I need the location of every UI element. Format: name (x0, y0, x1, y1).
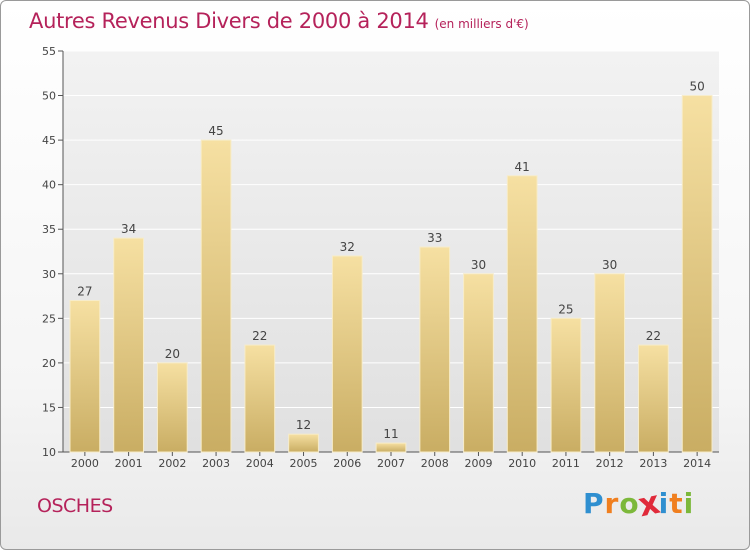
bar (244, 344, 276, 453)
bar-value-label: 33 (427, 231, 442, 245)
bar-value-label: 25 (558, 302, 573, 316)
x-tick-label: 2010 (508, 457, 536, 470)
x-tick-label: 2009 (464, 457, 492, 470)
y-tick-label: 20 (42, 357, 56, 370)
logo-letter: o (619, 487, 640, 520)
bar (681, 95, 713, 453)
chart-title-text: Autres Revenus Divers de 2000 à 2014 (29, 9, 429, 33)
bar-value-label: 50 (689, 80, 704, 94)
chart-subtitle: (en milliers d'€) (434, 17, 529, 31)
bar-value-label: 27 (77, 285, 92, 299)
x-tick-label: 2005 (290, 457, 318, 470)
y-tick-label: 40 (42, 179, 56, 192)
y-tick-label: 15 (42, 401, 56, 414)
y-tick-label: 55 (42, 45, 56, 58)
x-tick-label: 2011 (552, 457, 580, 470)
x-tick-label: 2014 (683, 457, 711, 470)
bar-value-label: 30 (471, 258, 486, 272)
x-tick-label: 2000 (71, 457, 99, 470)
y-tick-label: 50 (42, 90, 56, 103)
logo-letter: t (669, 487, 684, 520)
bar (69, 300, 101, 453)
logo-letter: i (658, 487, 670, 520)
bar (594, 273, 626, 453)
proxiti-logo: Proxiti (583, 483, 695, 525)
location-label: OSCHES (37, 495, 113, 517)
bar-value-label: 20 (165, 347, 180, 361)
bar-value-label: 41 (515, 160, 530, 174)
y-tick-label: 25 (42, 312, 56, 325)
y-tick-label: 10 (42, 446, 56, 459)
y-tick-label: 45 (42, 134, 56, 147)
bar (156, 362, 188, 453)
bar-value-label: 32 (340, 240, 355, 254)
bar (200, 139, 232, 453)
bar-value-label: 22 (646, 329, 661, 343)
x-tick-label: 2008 (421, 457, 449, 470)
bar-value-label: 12 (296, 418, 311, 432)
chart-title: Autres Revenus Divers de 2000 à 2014 (en … (29, 9, 529, 33)
bar-value-label: 45 (208, 124, 223, 138)
bar (288, 433, 319, 453)
bar-value-label: 22 (252, 329, 267, 343)
x-tick-label: 2006 (333, 457, 361, 470)
x-tick-label: 2013 (639, 457, 667, 470)
x-tick-label: 2012 (596, 457, 624, 470)
bar (375, 442, 407, 453)
logo-letter: P (583, 487, 605, 520)
bar (550, 317, 582, 453)
x-tick-label: 2001 (115, 457, 143, 470)
x-tick-label: 2002 (158, 457, 186, 470)
logo-letter: i (683, 487, 695, 520)
logo-letter: r (604, 487, 620, 520)
bar-value-label: 11 (383, 427, 398, 441)
bar (638, 344, 669, 453)
bar-value-label: 34 (121, 222, 136, 236)
x-tick-label: 2003 (202, 457, 230, 470)
x-tick-label: 2007 (377, 457, 405, 470)
bar (419, 246, 451, 453)
y-tick-label: 30 (42, 268, 56, 281)
bar (463, 273, 494, 453)
bar (113, 237, 144, 453)
bar (506, 175, 538, 453)
bar (331, 255, 363, 453)
x-tick-label: 2004 (246, 457, 274, 470)
y-tick-label: 35 (42, 223, 56, 236)
bar-value-label: 30 (602, 258, 617, 272)
